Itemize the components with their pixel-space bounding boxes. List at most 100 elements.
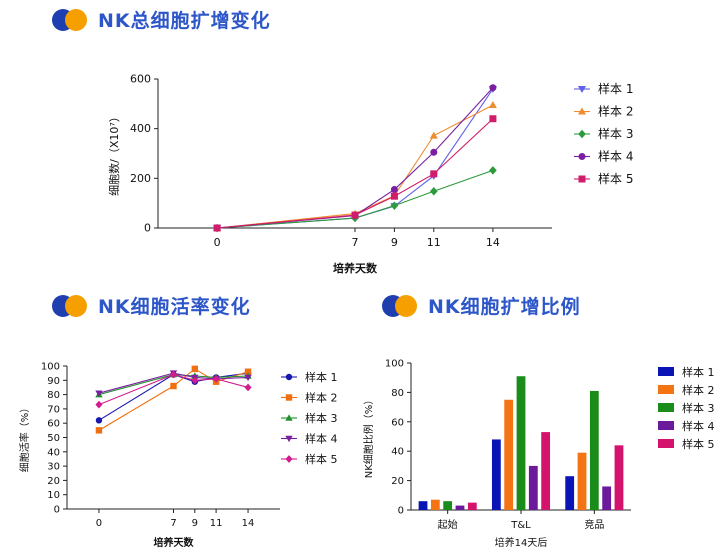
bar: [491, 439, 501, 510]
y-tick-label: 70: [47, 404, 60, 415]
y-tick-label: 100: [41, 362, 60, 373]
logo-circles-icon: [52, 8, 88, 31]
y-tick-label: 20: [391, 476, 404, 487]
legend-label: 样本 2: [682, 383, 715, 397]
y-tick-label: 80: [391, 388, 404, 399]
data-point: [95, 417, 103, 424]
legend-label: 样本 1: [305, 370, 338, 384]
x-axis-title: 培养14天后: [495, 536, 548, 549]
data-point: [95, 390, 103, 397]
y-tick-label: 50: [47, 433, 60, 444]
header-total: NK总细胞扩增变化: [52, 6, 271, 33]
section-title-ratio: NK细胞扩增比例: [428, 296, 581, 318]
bar: [589, 390, 599, 510]
bar: [565, 476, 575, 510]
bar: [430, 499, 440, 510]
legend-label: 样本 2: [598, 104, 633, 119]
series-line: [217, 104, 494, 229]
data-point: [429, 187, 438, 196]
y-tick-label: 30: [47, 462, 60, 473]
y-axis-title: 细胞数/（X10⁷）: [108, 111, 121, 196]
legend-label: 样本 3: [598, 126, 633, 141]
data-point: [390, 186, 398, 194]
x-tick-label: 11: [427, 236, 441, 249]
data-point: [169, 370, 178, 379]
data-point: [191, 376, 199, 385]
y-tick-label: 60: [391, 417, 404, 428]
data-point: [430, 148, 438, 156]
x-tick-label: 7: [352, 236, 359, 249]
y-tick-label: 0: [398, 506, 404, 517]
legend-label: 样本 4: [682, 419, 715, 433]
legend-marker: [285, 435, 293, 443]
header-viability: NK细胞活率变化: [52, 292, 251, 319]
legend-swatch: [658, 367, 674, 376]
logo-circles-icon: [52, 294, 88, 317]
data-point: [489, 115, 497, 123]
x-tick-label: 0: [96, 518, 102, 529]
y-tick-label: 100: [385, 359, 404, 370]
legend-label: 样本 1: [598, 81, 633, 96]
x-tick-label: 14: [486, 236, 500, 249]
x-tick-label: 0: [214, 236, 221, 249]
data-point: [95, 400, 103, 409]
legend-label: 样本 5: [305, 452, 338, 466]
x-tick-label: 11: [210, 518, 223, 529]
y-tick-label: 0: [54, 505, 60, 516]
total-chart: 0 200 400 600 0 7 9 11 14 培养天数 细胞数/（X10⁷） 样本 1 样本 2 样…: [108, 73, 633, 276]
data-point: [430, 170, 438, 178]
x-tick-label: 7: [170, 518, 176, 529]
bar: [443, 501, 453, 510]
bar: [541, 432, 551, 510]
data-point: [390, 201, 399, 210]
viability-chart: 0 10 20 30 40 50 60 70 80 90 100 0 7 9 11 14 培养天数 细胞活率（%）…: [18, 362, 338, 550]
legend-label: 样本 3: [682, 401, 715, 415]
logo-orange-circle: [65, 8, 87, 31]
legend-marker: [577, 86, 587, 94]
data-point: [170, 382, 177, 390]
y-tick-label: 20: [47, 476, 60, 487]
bar: [418, 501, 428, 510]
legend-marker: [578, 153, 586, 160]
legend-marker: [578, 175, 586, 183]
data-point: [244, 383, 252, 392]
x-axis-title: 培养天数: [333, 261, 378, 275]
section-title-total: NK总细胞扩增变化: [98, 10, 271, 32]
y-tick-label: 60: [47, 419, 60, 430]
legend-swatch: [658, 421, 674, 430]
bar: [528, 465, 538, 510]
legend-label: 样本 2: [305, 391, 338, 405]
bar: [455, 505, 465, 510]
y-tick-label: 200: [130, 172, 151, 185]
y-tick-label: 400: [130, 122, 151, 135]
data-point: [212, 375, 220, 383]
legend-swatch: [658, 439, 674, 448]
section-title-viability: NK细胞活率变化: [98, 296, 251, 318]
legend-label: 样本 4: [598, 149, 633, 164]
legend-marker: [285, 394, 293, 401]
bar: [577, 452, 587, 510]
logo-orange-circle: [395, 294, 417, 317]
legend-marker: [285, 455, 293, 463]
y-tick-label: 40: [391, 447, 404, 458]
data-point: [429, 131, 438, 139]
header-ratio: NK细胞扩增比例: [382, 292, 581, 319]
legend-label: 样本 3: [305, 411, 338, 425]
y-axis-title: 细胞活率（%）: [18, 403, 31, 473]
y-tick-label: 40: [47, 447, 60, 458]
logo-circles-icon: [382, 294, 418, 317]
x-tick-label: 14: [242, 518, 255, 529]
bar: [614, 445, 624, 510]
legend-marker: [285, 373, 293, 381]
legend-swatch: [658, 385, 674, 394]
legend-swatch: [658, 403, 674, 412]
data-point: [244, 368, 252, 375]
bar: [602, 486, 612, 510]
legend-label: 样本 5: [598, 171, 633, 186]
legend-marker: [578, 129, 586, 139]
y-tick-label: 90: [47, 376, 60, 387]
x-tick-label: 9: [192, 518, 198, 529]
legend-marker: [577, 107, 587, 115]
